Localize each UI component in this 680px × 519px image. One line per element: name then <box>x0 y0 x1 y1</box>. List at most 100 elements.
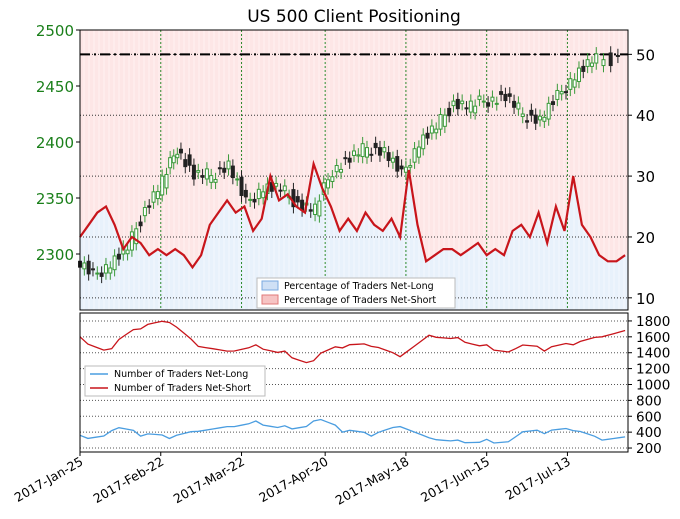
candle-body <box>82 262 87 270</box>
candle-body <box>222 167 227 173</box>
candle-body <box>601 59 606 67</box>
candle-body <box>217 167 222 170</box>
candle-body <box>142 207 147 217</box>
candle-body <box>178 148 183 154</box>
candle-body <box>572 79 577 88</box>
legend-label-net-long-pct: Percentage of Traders Net-Long <box>284 281 434 292</box>
x-tick-label: 2017-Jan-25 <box>12 454 86 505</box>
top-plot-border <box>79 29 629 311</box>
candle-body <box>451 100 456 107</box>
candle-body <box>499 91 504 95</box>
candle-body <box>164 173 169 189</box>
candle-body <box>399 165 404 170</box>
count-tick-label: 1200 <box>636 362 670 378</box>
price-tick-label: 2300 <box>36 246 74 264</box>
candle-body <box>447 107 452 117</box>
pct-tick-label: 40 <box>636 107 655 125</box>
candle-body <box>175 153 180 159</box>
candle-body <box>252 198 257 203</box>
candle-body <box>191 164 196 180</box>
candle-body <box>516 102 521 110</box>
candle-body <box>226 160 231 170</box>
candle-body <box>403 166 408 173</box>
candle-body <box>95 272 100 275</box>
pct-tick-label: 50 <box>636 46 655 64</box>
candle-body <box>555 89 560 100</box>
candle-body <box>204 168 209 180</box>
candle-body <box>200 175 205 178</box>
candle-body <box>395 156 400 172</box>
candle-body <box>408 165 413 168</box>
candle-body <box>295 196 300 203</box>
candle-body <box>183 159 188 168</box>
candle-body <box>243 189 248 198</box>
candle-body <box>171 155 176 164</box>
candle-body <box>112 255 117 271</box>
candle-body <box>364 147 369 158</box>
x-tick-label: 2017-Jul-13 <box>503 454 573 503</box>
candle-body <box>334 165 339 173</box>
candle-body <box>134 228 139 245</box>
candle-body <box>390 157 395 163</box>
candle-body <box>108 267 113 274</box>
candle-body <box>460 100 465 105</box>
candle-body <box>442 114 447 127</box>
candle-body <box>464 107 469 110</box>
count-tick-label: 1600 <box>636 330 670 346</box>
candle-body <box>481 100 486 103</box>
count-tick-label: 1400 <box>636 346 670 362</box>
count-tick-label: 600 <box>636 409 662 425</box>
top-legend: Percentage of Traders Net-Long Percentage… <box>256 277 456 309</box>
candle-body <box>412 148 417 163</box>
candle-body <box>129 231 134 251</box>
net-long-count-line <box>79 418 626 444</box>
candle-body <box>507 93 512 97</box>
pct-tick-label: 20 <box>636 229 655 247</box>
candle-body <box>308 209 313 212</box>
x-axis: 2017-Jan-25 2017-Feb-22 2017-Mar-22 2017-Ap… <box>12 452 573 508</box>
candle-body <box>313 203 318 216</box>
x-tick-label: 2017-Feb-22 <box>90 454 166 506</box>
candle-body <box>239 176 244 196</box>
candle-body <box>563 91 568 94</box>
candle-body <box>589 62 594 67</box>
candle-body <box>594 53 599 64</box>
legend-swatch-net-long <box>261 280 279 291</box>
net-short-pct-line <box>79 159 626 270</box>
candle-body <box>369 153 374 156</box>
candle-body <box>282 185 287 192</box>
top-panel: 2500 2450 2400 2350 2300 50 40 30 20 10 Percentage… <box>36 22 655 311</box>
candle-body <box>377 147 382 156</box>
candle-body <box>559 91 564 95</box>
candle-body <box>196 170 201 173</box>
candle-body <box>438 114 443 130</box>
legend-label-net-short-count: Number of Traders Net-Short <box>114 383 251 394</box>
candle-body <box>116 253 121 260</box>
candle-body <box>382 147 387 153</box>
candle-body <box>576 67 581 83</box>
candle-body <box>615 54 620 57</box>
candle-body <box>213 179 218 183</box>
candle-body <box>538 115 543 121</box>
x-tick-label: 2017-Mar-22 <box>171 454 247 507</box>
candle-body <box>187 154 192 166</box>
count-tick-label: 1800 <box>636 314 670 330</box>
candle-body <box>155 191 160 200</box>
candle-body <box>386 152 391 161</box>
price-tick-label: 2500 <box>36 22 74 40</box>
candle-body <box>486 102 491 107</box>
net-short-count-line <box>79 320 626 364</box>
candle-body <box>160 175 165 196</box>
candle-body <box>151 191 156 203</box>
candle-body <box>373 142 378 149</box>
legend-label-net-short-pct: Percentage of Traders Net-Short <box>284 295 436 306</box>
candle-body <box>235 178 240 181</box>
candle-body <box>434 128 439 134</box>
count-tick-label: 800 <box>636 393 662 409</box>
candle-body <box>347 157 352 163</box>
candle-body <box>585 59 590 67</box>
count-tick-label: 200 <box>636 441 662 457</box>
candle-body <box>138 221 143 227</box>
candle-body <box>421 134 426 150</box>
candle-body <box>330 176 335 182</box>
